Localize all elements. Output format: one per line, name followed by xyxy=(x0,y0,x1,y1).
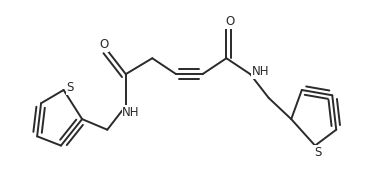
Text: S: S xyxy=(314,146,321,159)
Text: O: O xyxy=(100,38,109,51)
Text: O: O xyxy=(225,15,234,28)
Text: NH: NH xyxy=(252,65,269,78)
Text: S: S xyxy=(67,81,74,94)
Text: NH: NH xyxy=(122,106,140,119)
